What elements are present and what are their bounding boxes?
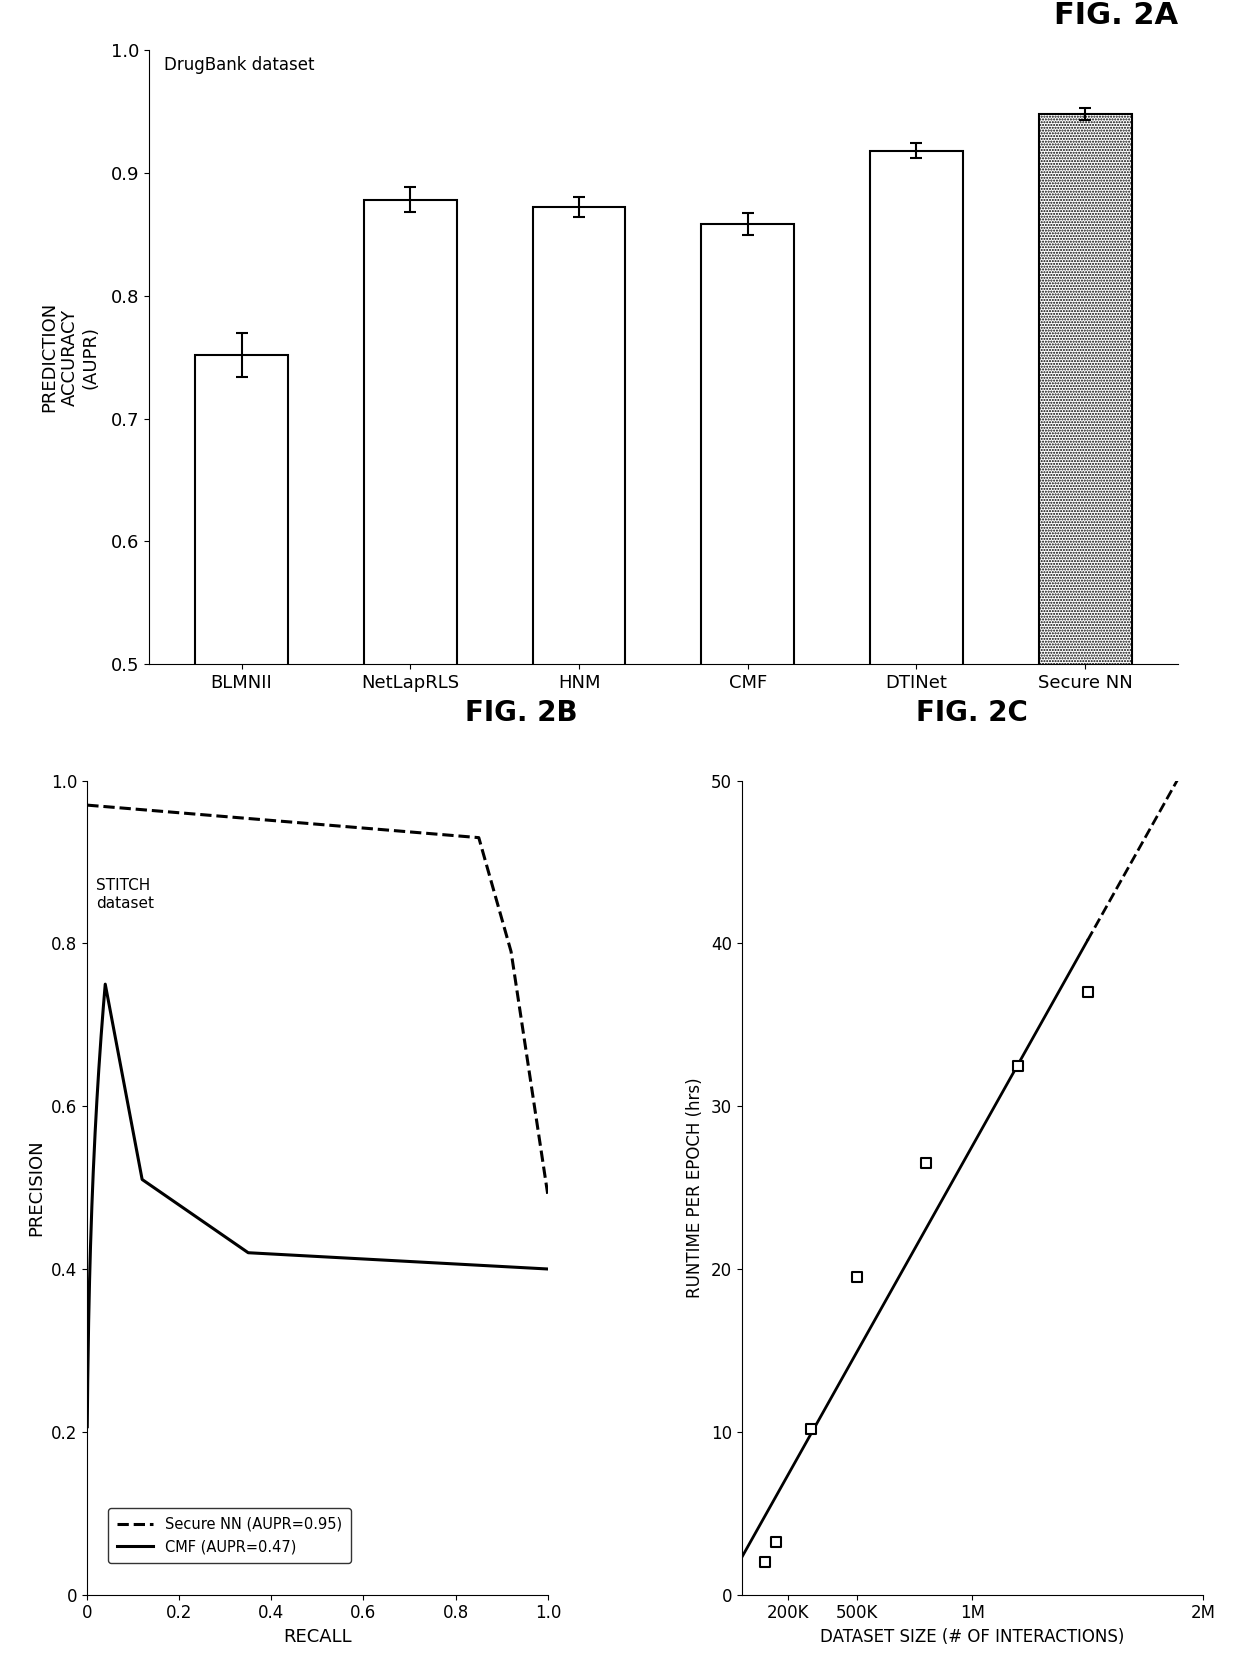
Secure NN (AUPR=0.95) [541, 1186, 556, 1206]
CMF (AUPR=0.47) [79, 1417, 94, 1437]
Point [755, 1548, 775, 1575]
Secure NN (AUPR=0.95) [448, 826, 463, 845]
CMF (AUPR=0.47) [98, 973, 113, 993]
Secure NN (AUPR=0.95) [283, 812, 298, 832]
CMF (AUPR=0.47) [128, 1131, 143, 1151]
Point [801, 1415, 821, 1442]
Secure NN (AUPR=0.95) [396, 822, 410, 842]
Secure NN (AUPR=0.95) [79, 796, 94, 816]
CMF (AUPR=0.47) [448, 1254, 463, 1274]
X-axis label: RECALL: RECALL [283, 1628, 352, 1646]
Text: FIG. 2B: FIG. 2B [465, 699, 578, 728]
Point [1078, 978, 1097, 1005]
Secure NN (AUPR=0.95) [439, 826, 454, 845]
Text: FIG. 2C: FIG. 2C [916, 699, 1028, 728]
CMF (AUPR=0.47) [267, 1244, 281, 1264]
X-axis label: DATASET SIZE (# OF INTERACTIONS): DATASET SIZE (# OF INTERACTIONS) [820, 1628, 1125, 1646]
CMF (AUPR=0.47) [283, 1246, 298, 1266]
Text: DrugBank dataset: DrugBank dataset [164, 56, 315, 75]
Secure NN (AUPR=0.95) [126, 799, 141, 819]
Y-axis label: PREDICTION
ACCURACY
(AUPR): PREDICTION ACCURACY (AUPR) [40, 302, 99, 412]
Secure NN (AUPR=0.95) [267, 811, 281, 830]
Line: Secure NN (AUPR=0.95): Secure NN (AUPR=0.95) [87, 806, 548, 1196]
Y-axis label: RUNTIME PER EPOCH (hrs): RUNTIME PER EPOCH (hrs) [686, 1078, 704, 1297]
Legend: Secure NN (AUPR=0.95), CMF (AUPR=0.47): Secure NN (AUPR=0.95), CMF (AUPR=0.47) [108, 1508, 351, 1563]
CMF (AUPR=0.47) [439, 1254, 454, 1274]
Text: FIG. 2A: FIG. 2A [1054, 0, 1178, 30]
CMF (AUPR=0.47) [397, 1251, 412, 1271]
Bar [533, 208, 625, 1279]
Bar [1039, 113, 1132, 1279]
Point [916, 1149, 936, 1176]
Y-axis label: PRECISION: PRECISION [27, 1139, 45, 1236]
Point [1008, 1053, 1028, 1080]
CMF (AUPR=0.47) [541, 1259, 556, 1279]
Bar [702, 224, 794, 1279]
Bar [195, 355, 288, 1279]
Text: STITCH
dataset: STITCH dataset [95, 879, 154, 910]
Point [847, 1264, 867, 1291]
Bar [363, 199, 456, 1279]
Line: CMF (AUPR=0.47): CMF (AUPR=0.47) [87, 983, 548, 1427]
Bar [870, 151, 963, 1279]
Point [766, 1530, 786, 1556]
